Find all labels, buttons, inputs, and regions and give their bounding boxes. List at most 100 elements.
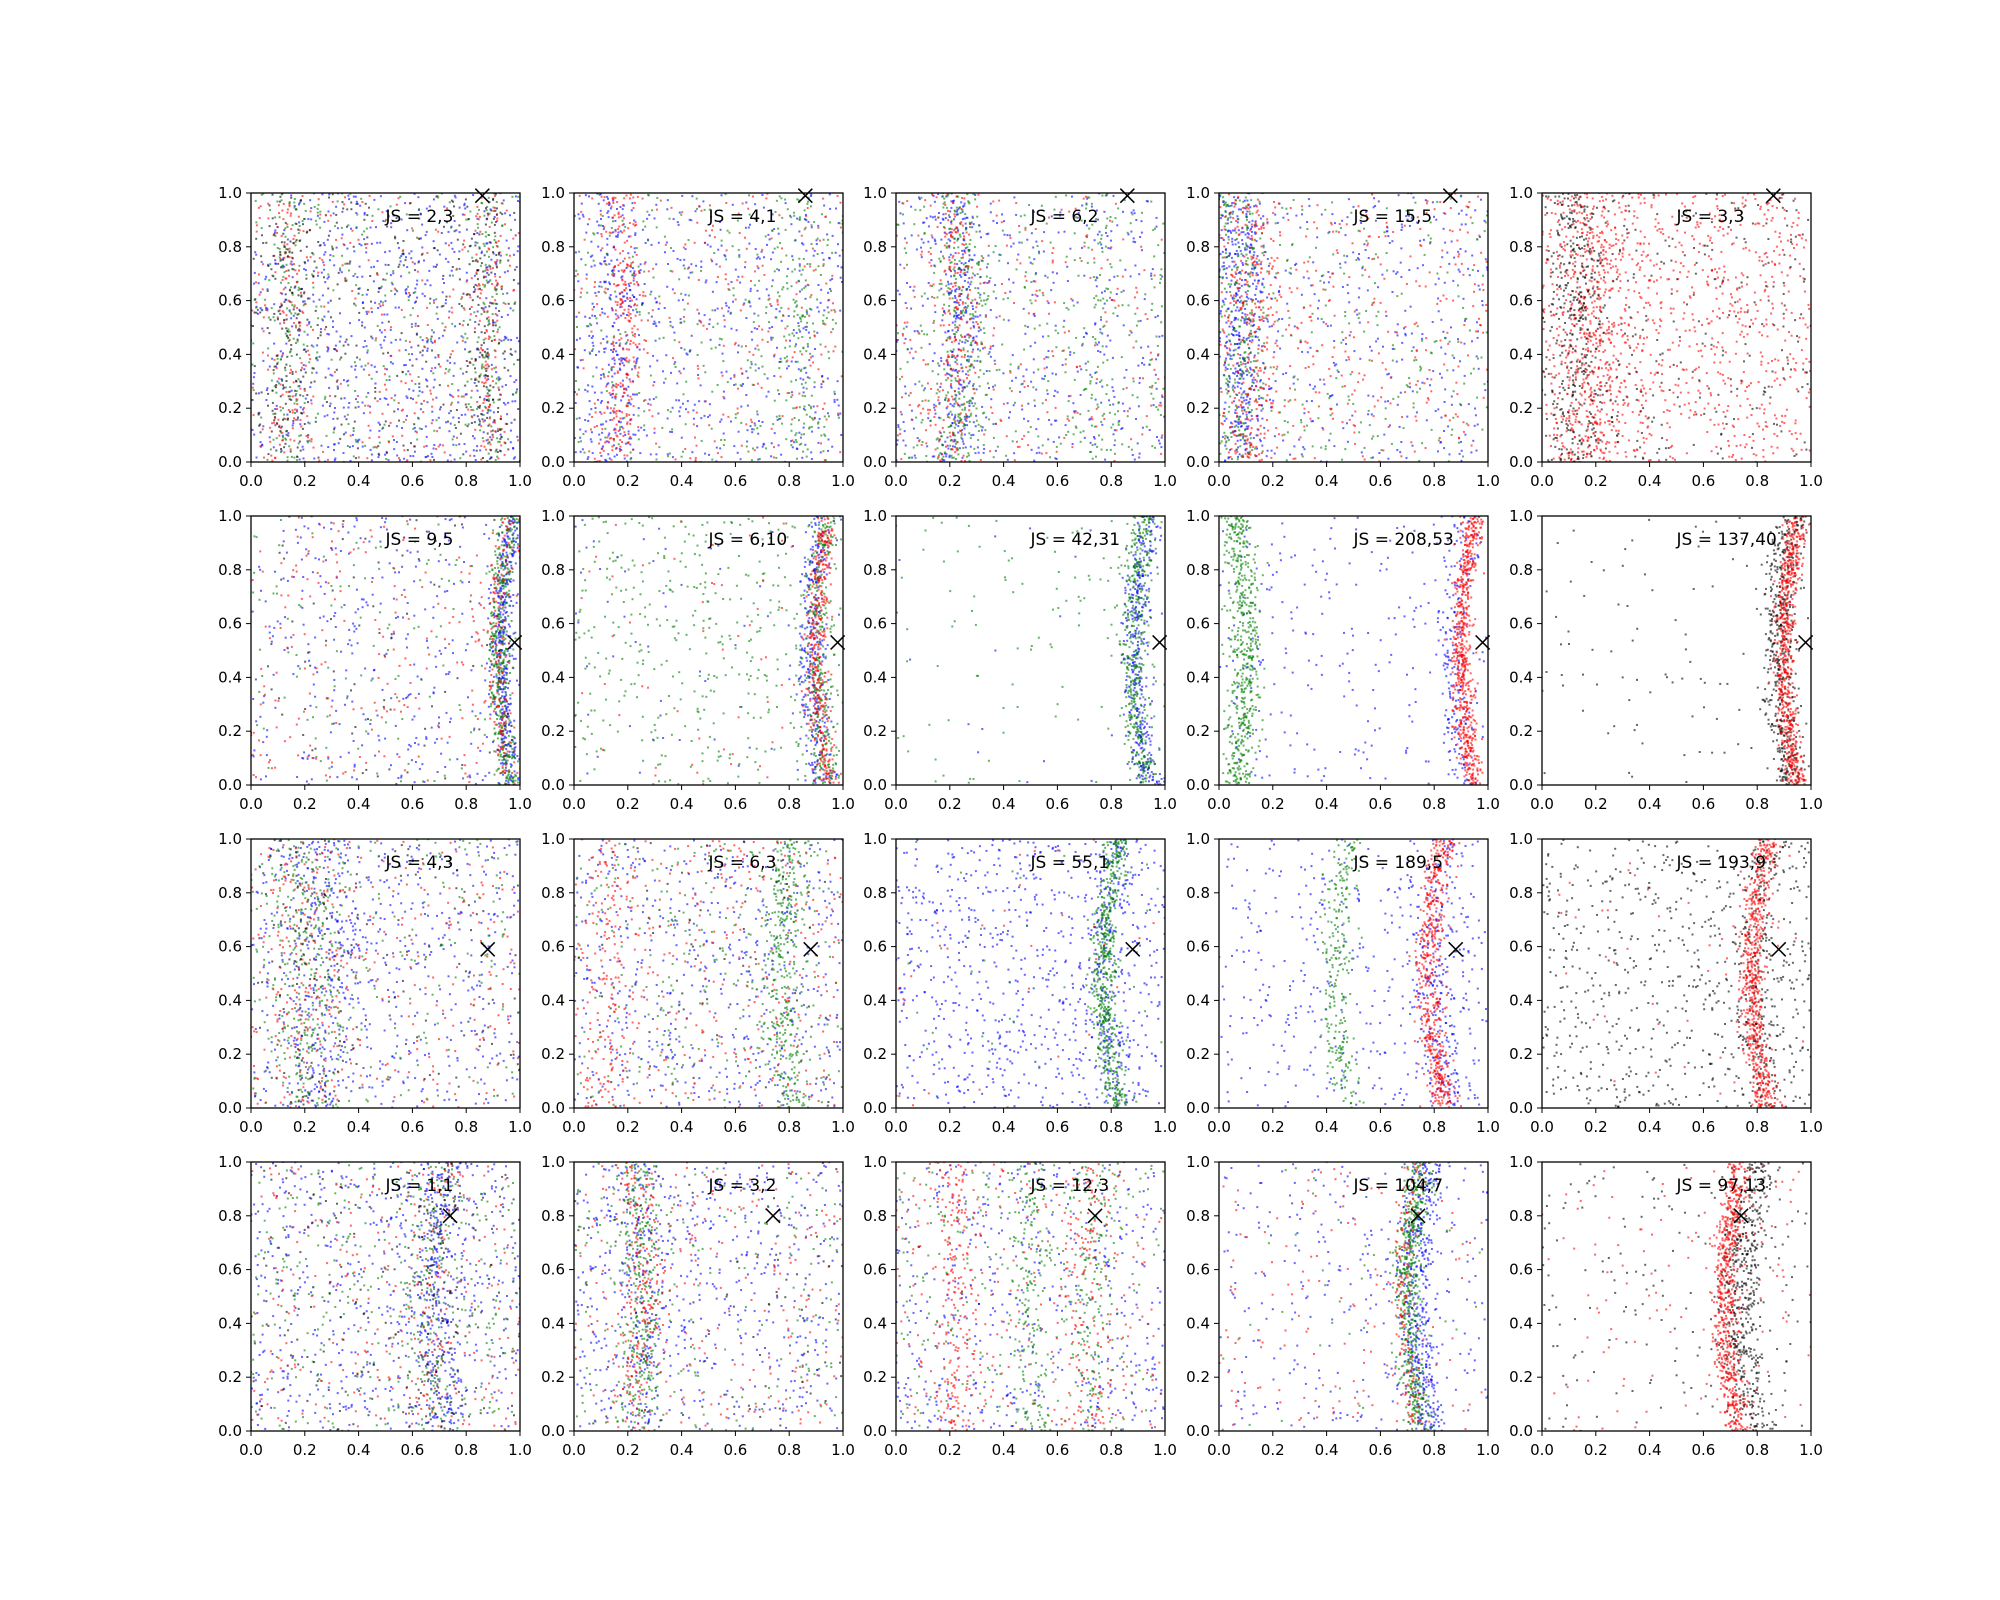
data-point xyxy=(507,448,510,451)
data-point xyxy=(697,374,700,376)
data-point xyxy=(1008,234,1011,237)
data-point xyxy=(283,256,286,259)
data-point xyxy=(383,339,386,342)
data-point xyxy=(576,393,578,396)
data-point xyxy=(666,199,669,202)
data-point xyxy=(1076,301,1079,304)
data-point xyxy=(1160,446,1163,449)
data-point xyxy=(948,412,951,415)
data-point xyxy=(491,283,494,285)
data-point xyxy=(512,457,515,460)
data-point xyxy=(435,265,437,268)
data-point xyxy=(591,314,594,317)
data-point xyxy=(312,253,315,256)
data-point xyxy=(950,282,953,285)
data-point xyxy=(405,418,407,421)
data-point xyxy=(827,311,830,314)
data-point xyxy=(513,456,516,459)
data-point xyxy=(695,411,698,414)
data-point xyxy=(596,425,598,427)
data-point xyxy=(389,421,392,424)
data-point xyxy=(647,239,650,242)
data-point xyxy=(631,380,634,383)
data-point xyxy=(600,285,603,288)
data-point xyxy=(494,193,497,196)
data-point xyxy=(400,409,403,412)
data-point xyxy=(280,241,283,244)
data-point xyxy=(1032,280,1035,283)
data-point xyxy=(348,198,351,201)
data-point xyxy=(1064,371,1067,374)
data-point xyxy=(303,292,306,295)
data-point xyxy=(277,418,280,421)
data-point xyxy=(305,435,308,437)
data-point xyxy=(395,425,398,428)
data-point xyxy=(578,250,581,253)
data-point xyxy=(615,393,618,396)
data-point xyxy=(777,291,779,294)
data-point xyxy=(949,253,952,256)
data-point xyxy=(361,324,364,327)
data-point xyxy=(940,287,943,290)
data-point xyxy=(638,348,641,351)
data-point xyxy=(475,384,478,387)
data-point xyxy=(615,434,618,437)
data-point xyxy=(306,324,309,327)
data-point xyxy=(974,452,977,455)
data-point xyxy=(290,348,293,351)
data-point xyxy=(1020,383,1023,386)
data-point xyxy=(426,340,429,342)
data-point xyxy=(286,355,289,358)
data-point xyxy=(675,399,678,402)
data-point xyxy=(453,362,456,365)
data-point xyxy=(301,220,304,222)
data-point xyxy=(983,299,985,302)
data-point xyxy=(355,226,358,229)
data-point xyxy=(512,279,515,281)
data-point xyxy=(273,416,276,419)
data-point xyxy=(801,268,804,271)
data-point xyxy=(756,344,759,347)
data-point xyxy=(697,279,700,281)
data-point xyxy=(379,300,382,303)
data-point xyxy=(1083,436,1086,439)
data-point xyxy=(597,291,600,293)
data-point xyxy=(417,325,420,327)
data-point xyxy=(489,336,492,339)
data-point xyxy=(591,341,594,344)
data-point xyxy=(253,311,256,314)
data-point xyxy=(957,207,960,210)
data-point xyxy=(944,217,947,220)
data-point xyxy=(387,351,389,354)
data-point xyxy=(412,291,415,294)
data-point xyxy=(629,380,632,383)
data-point xyxy=(388,375,391,378)
data-point xyxy=(806,321,809,324)
data-point xyxy=(275,384,278,386)
data-point xyxy=(593,402,596,405)
data-point xyxy=(972,421,975,424)
data-point xyxy=(381,301,384,304)
data-point xyxy=(482,457,484,459)
data-point xyxy=(415,333,418,336)
data-point xyxy=(624,359,627,362)
data-point xyxy=(490,221,493,224)
data-point xyxy=(1046,389,1049,392)
data-point xyxy=(726,229,729,232)
data-point xyxy=(406,229,409,232)
data-point xyxy=(490,430,493,433)
data-point xyxy=(288,247,291,250)
data-point xyxy=(625,413,628,416)
data-point xyxy=(301,412,304,415)
data-point xyxy=(610,369,613,372)
data-point xyxy=(708,414,711,417)
data-point xyxy=(485,355,488,358)
data-point xyxy=(599,209,602,212)
data-point xyxy=(432,331,435,334)
data-point xyxy=(492,206,495,209)
data-point xyxy=(955,288,958,291)
data-point xyxy=(1094,322,1097,325)
data-point xyxy=(443,205,446,208)
data-point xyxy=(1103,412,1106,415)
data-point xyxy=(792,298,795,301)
